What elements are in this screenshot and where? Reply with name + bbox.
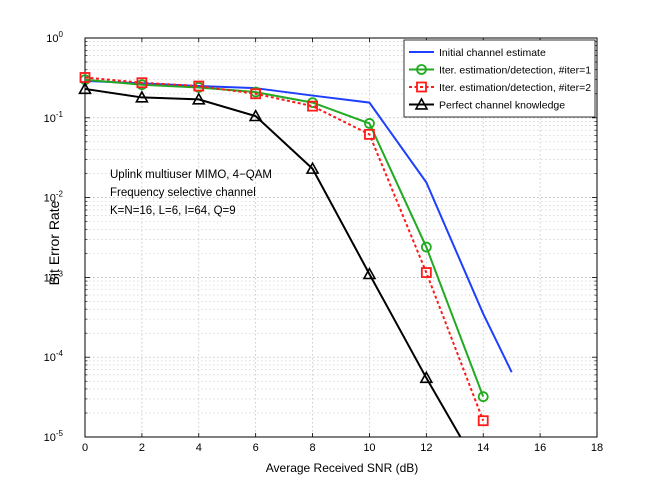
x-tick-label: 16 <box>534 442 546 454</box>
data-point <box>78 81 92 95</box>
x-tick-label: 6 <box>253 442 259 454</box>
data-point <box>135 90 149 103</box>
data-point <box>420 241 432 253</box>
legend-label: Iter. estimation/detection, #iter=2 <box>439 82 591 94</box>
data-point <box>307 100 318 112</box>
x-axis-label: Average Received SNR (dB) <box>266 461 419 475</box>
series-1 <box>84 79 513 373</box>
y-axis-label: Bit Error Rate <box>46 200 62 285</box>
x-tick-label: 4 <box>196 442 202 454</box>
y-tick-label: 10-1 <box>44 110 64 125</box>
annotation-line-2: Frequency selective channel <box>110 187 256 199</box>
data-point <box>191 92 206 105</box>
axis-ticks: 0 2 4 6 8 10 12 14 16 18 10-5 10-4 10-3 10-2 10-1 100 <box>44 30 604 454</box>
data-point <box>420 267 432 278</box>
x-tick-label: 14 <box>477 442 489 454</box>
data-point <box>364 128 375 140</box>
legend-label: Initial channel estimate <box>439 47 546 59</box>
data-point <box>305 161 320 174</box>
data-point <box>362 266 377 280</box>
annotation-line-3: K=N=16, L=6, I=64, Q=9 <box>110 205 236 217</box>
y-tick-label: 10-5 <box>44 429 64 444</box>
series-line <box>84 87 462 438</box>
data-point <box>419 370 434 384</box>
legend-marker <box>416 64 427 75</box>
plot-frame <box>84 37 598 438</box>
series-line <box>84 79 513 373</box>
x-tick-label: 8 <box>309 442 315 454</box>
data-point <box>477 391 489 403</box>
x-tick-label: 2 <box>139 442 145 454</box>
x-tick-label: 0 <box>82 442 88 454</box>
y-tick-label: 10-4 <box>44 349 64 364</box>
x-tick-label: 12 <box>420 442 432 454</box>
series <box>78 72 513 438</box>
legend-label: Iter. estimation/detection, #iter=1 <box>439 65 591 77</box>
data-point <box>250 88 262 100</box>
data-point <box>364 118 375 129</box>
x-tick-label: 18 <box>591 442 603 454</box>
legend-marker <box>414 97 429 110</box>
annotation: Uplink multiuser MIMO, 4−QAM Frequency s… <box>110 169 272 217</box>
data-point <box>193 80 205 92</box>
y-tick-label: 10-2 <box>44 190 64 205</box>
data-point <box>136 77 148 89</box>
data-point <box>248 108 263 122</box>
series-line <box>84 76 485 422</box>
series-4 <box>78 81 462 438</box>
legend-marker <box>416 81 427 93</box>
annotation-line-1: Uplink multiuser MIMO, 4−QAM <box>110 169 272 181</box>
legend-label: Perfect channel knowledge <box>439 100 565 112</box>
grid <box>85 38 597 437</box>
series-3 <box>79 72 489 427</box>
legend: Initial channel estimate Iter. estimation… <box>403 39 596 118</box>
y-tick-label: 100 <box>46 30 63 45</box>
legend-box <box>403 39 596 118</box>
y-tick-label: 10-3 <box>44 269 64 284</box>
series-line <box>84 78 485 398</box>
data-point <box>477 415 489 427</box>
x-tick-label: 10 <box>363 442 375 454</box>
